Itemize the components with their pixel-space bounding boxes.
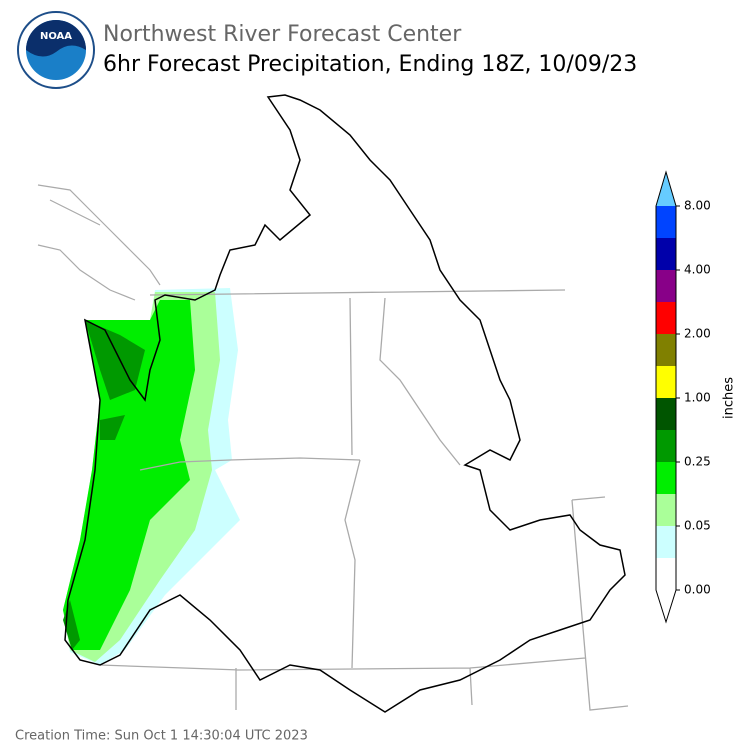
colorbar-label: 2.00 [684, 327, 711, 341]
creation-time: Creation Time: Sun Oct 1 14:30:04 UTC 20… [15, 729, 308, 744]
colorbar: 0.00 0.05 0.25 1.00 2.00 4.00 8.00 [655, 170, 711, 624]
logo-text: NOAA [40, 31, 72, 42]
colorbar-segment [656, 302, 676, 334]
colorbar-segment [656, 462, 676, 494]
colorbar-segment [656, 494, 676, 526]
title: Northwest River Forecast Center [103, 22, 462, 47]
colorbar-segment [656, 270, 676, 302]
colorbar-segment [656, 430, 676, 462]
legend-unit: inches [722, 377, 737, 419]
colorbar-segment [656, 526, 676, 558]
colorbar-label: 0.00 [684, 583, 711, 597]
colorbar-over [656, 172, 676, 206]
colorbar-segment [656, 238, 676, 270]
colorbar-label: 4.00 [684, 263, 711, 277]
colorbar-label: 1.00 [684, 391, 711, 405]
colorbar-segment [656, 366, 676, 398]
subtitle: 6hr Forecast Precipitation, Ending 18Z, … [103, 52, 637, 77]
colorbar-segment [656, 334, 676, 366]
noaa-logo: NOAA [17, 11, 95, 89]
colorbar-segment [656, 398, 676, 430]
colorbar-segment [656, 206, 676, 238]
colorbar-label: 8.00 [684, 199, 711, 213]
colorbar-under [656, 590, 676, 622]
colorbar-label: 0.25 [684, 455, 711, 469]
colorbar-segment [656, 558, 676, 590]
colorbar-label: 0.05 [684, 519, 711, 533]
map [37, 94, 629, 713]
